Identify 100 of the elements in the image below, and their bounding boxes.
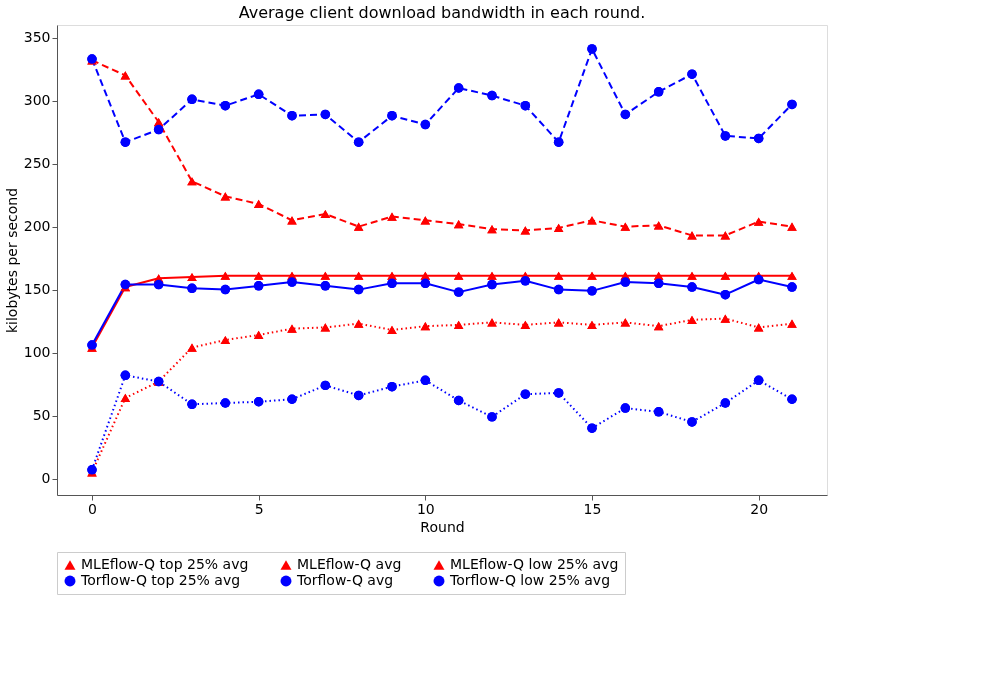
x-tick-label: 15: [583, 500, 602, 517]
point: [187, 283, 197, 294]
point: [487, 318, 497, 327]
point: [520, 226, 531, 235]
legend-label: MLEflow-Q low 25% avg: [450, 556, 619, 572]
point: [253, 330, 264, 340]
point: [453, 320, 464, 329]
point: [787, 222, 797, 231]
point: [520, 276, 531, 286]
point: [787, 271, 797, 280]
x-tick-label: 5: [254, 500, 264, 517]
point: [320, 271, 331, 280]
point: [453, 219, 464, 229]
point: [187, 343, 197, 352]
point: [120, 137, 131, 147]
chart-title: Average client download bandwidth in each round.: [238, 3, 646, 22]
point: [587, 271, 597, 280]
point: [253, 89, 264, 100]
point: [487, 225, 497, 234]
point: [653, 407, 664, 417]
point: [220, 271, 231, 280]
x-tick-label: 20: [750, 500, 769, 517]
point: [353, 390, 364, 401]
point: [120, 71, 131, 80]
point: [353, 319, 364, 328]
point: [453, 287, 464, 297]
point: [753, 133, 764, 144]
point: [587, 286, 597, 296]
point: [787, 282, 797, 292]
point: [420, 375, 431, 386]
point: [787, 394, 797, 404]
legend-label: Torflow-Q top 25% avg: [80, 572, 241, 588]
point: [653, 87, 664, 97]
point: [253, 281, 264, 291]
point: [420, 119, 431, 130]
point: [687, 315, 697, 324]
x-tick-label: 0: [88, 500, 97, 517]
point: [487, 90, 497, 101]
point: [620, 109, 631, 120]
point: [387, 110, 397, 121]
point: [687, 69, 697, 79]
point: [253, 397, 264, 407]
point: [487, 279, 497, 290]
point: [387, 212, 397, 221]
point: [420, 216, 431, 225]
point: [487, 412, 497, 422]
point: [220, 335, 231, 345]
point: [653, 221, 664, 230]
point: [453, 395, 464, 406]
legend-label: MLEflow-Q avg: [297, 556, 402, 572]
point: [287, 110, 297, 121]
y-axis-title: kilobytes per second: [3, 187, 20, 334]
point: [520, 320, 531, 329]
point: [187, 177, 197, 186]
point: [120, 393, 131, 403]
point: [620, 403, 631, 413]
point: [420, 322, 431, 331]
point: [720, 131, 731, 141]
point: [420, 278, 431, 289]
point: [220, 398, 231, 408]
y-tick-label: 150: [23, 281, 51, 298]
point: [553, 284, 564, 295]
point: [320, 109, 331, 120]
point: [553, 318, 564, 327]
point: [387, 278, 397, 289]
point: [187, 94, 197, 105]
point: [553, 388, 564, 398]
point: [153, 279, 164, 290]
point: [387, 381, 397, 392]
point: [653, 322, 664, 331]
point: [687, 231, 697, 240]
y-tick-label: 300: [23, 92, 51, 109]
point: [187, 272, 197, 282]
y-tick-label: 200: [23, 218, 51, 235]
point: [753, 375, 764, 386]
point: [687, 417, 697, 427]
point: [753, 274, 764, 285]
point: [720, 231, 731, 240]
point: [287, 324, 297, 333]
point: [620, 222, 631, 231]
point: [753, 323, 764, 332]
point: [253, 199, 264, 209]
x-axis-title: Round: [420, 518, 465, 535]
point: [587, 44, 597, 54]
point: [253, 271, 264, 280]
point: [187, 399, 197, 410]
point: [587, 423, 597, 433]
point: [587, 320, 597, 329]
point: [487, 271, 497, 280]
point: [287, 394, 297, 404]
point: [687, 282, 697, 292]
point: [753, 217, 764, 226]
point: [720, 398, 731, 408]
point: [153, 124, 164, 135]
point: [353, 222, 364, 231]
point: [553, 137, 564, 147]
point: [320, 281, 331, 291]
point: [320, 380, 331, 391]
point: [587, 216, 597, 225]
point: [320, 209, 331, 219]
